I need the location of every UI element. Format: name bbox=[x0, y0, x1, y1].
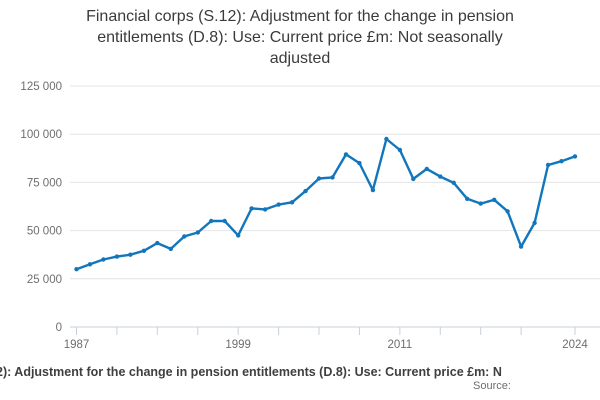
data-point-2008 bbox=[357, 160, 362, 166]
data-point-1997 bbox=[209, 218, 214, 224]
data-point-2023 bbox=[559, 159, 564, 164]
data-point-1992 bbox=[141, 248, 147, 253]
data-point-2012 bbox=[411, 176, 416, 182]
data-point-2003 bbox=[289, 200, 295, 205]
chart-title: Financial corps (S.12): Adjustment for t… bbox=[0, 6, 600, 69]
data-point-2020 bbox=[518, 244, 524, 249]
y-axis-label-125000: 125 000 bbox=[20, 81, 62, 93]
data-point-1999 bbox=[236, 233, 241, 238]
legend-label: 2): Adjustment for the change in pension… bbox=[0, 365, 502, 379]
data-point-2019 bbox=[505, 209, 510, 214]
data-point-2017 bbox=[478, 201, 483, 206]
data-point-1990 bbox=[114, 254, 120, 259]
data-point-1995 bbox=[182, 234, 187, 239]
y-axis-label-0: 0 bbox=[56, 322, 62, 334]
chart-title-line-2: entitlements (D.8): Use: Current price £… bbox=[97, 29, 503, 46]
x-axis-label-1987: 1987 bbox=[64, 339, 90, 351]
data-point-2007 bbox=[343, 152, 349, 157]
data-point-2000 bbox=[249, 206, 254, 211]
y-axis-label-50000: 50 000 bbox=[27, 226, 62, 238]
data-point-2016 bbox=[465, 196, 470, 201]
data-point-2010 bbox=[384, 136, 389, 142]
data-point-2009 bbox=[370, 187, 376, 193]
source-label: Source: bbox=[473, 380, 511, 392]
chart-title-line-1: Financial corps (S.12): Adjustment for t… bbox=[86, 8, 514, 25]
y-axis-label-75000: 75 000 bbox=[27, 177, 62, 189]
data-point-2013 bbox=[424, 166, 429, 172]
data-point-2015 bbox=[451, 180, 456, 185]
data-point-1998 bbox=[222, 218, 227, 224]
y-axis-label-100000: 100 000 bbox=[20, 129, 62, 141]
data-point-2004 bbox=[303, 188, 308, 194]
data-point-2011 bbox=[397, 147, 403, 153]
data-point-1991 bbox=[128, 252, 133, 257]
data-point-1988 bbox=[87, 262, 93, 267]
data-point-1993 bbox=[155, 240, 160, 246]
x-axis-label-2024: 2024 bbox=[562, 339, 588, 351]
data-point-2024 bbox=[572, 154, 578, 159]
x-axis-label-1999: 1999 bbox=[225, 339, 251, 351]
chart-title-line-3: adjusted bbox=[269, 50, 331, 67]
data-point-2018 bbox=[492, 197, 497, 202]
data-point-1989 bbox=[101, 257, 106, 262]
data-point-1987 bbox=[74, 267, 79, 272]
data-point-2014 bbox=[438, 174, 443, 179]
data-point-2006 bbox=[330, 175, 335, 180]
data-point-2022 bbox=[545, 162, 551, 168]
y-axis-label-25000: 25 000 bbox=[27, 274, 62, 286]
data-point-1994 bbox=[168, 246, 173, 252]
x-axis-label-2011: 2011 bbox=[387, 339, 412, 351]
data-point-2001 bbox=[262, 207, 268, 212]
data-point-2005 bbox=[316, 176, 322, 181]
data-point-1996 bbox=[195, 230, 200, 235]
data-line bbox=[75, 137, 577, 271]
data-point-2002 bbox=[276, 202, 281, 207]
data-point-2021 bbox=[532, 220, 537, 226]
